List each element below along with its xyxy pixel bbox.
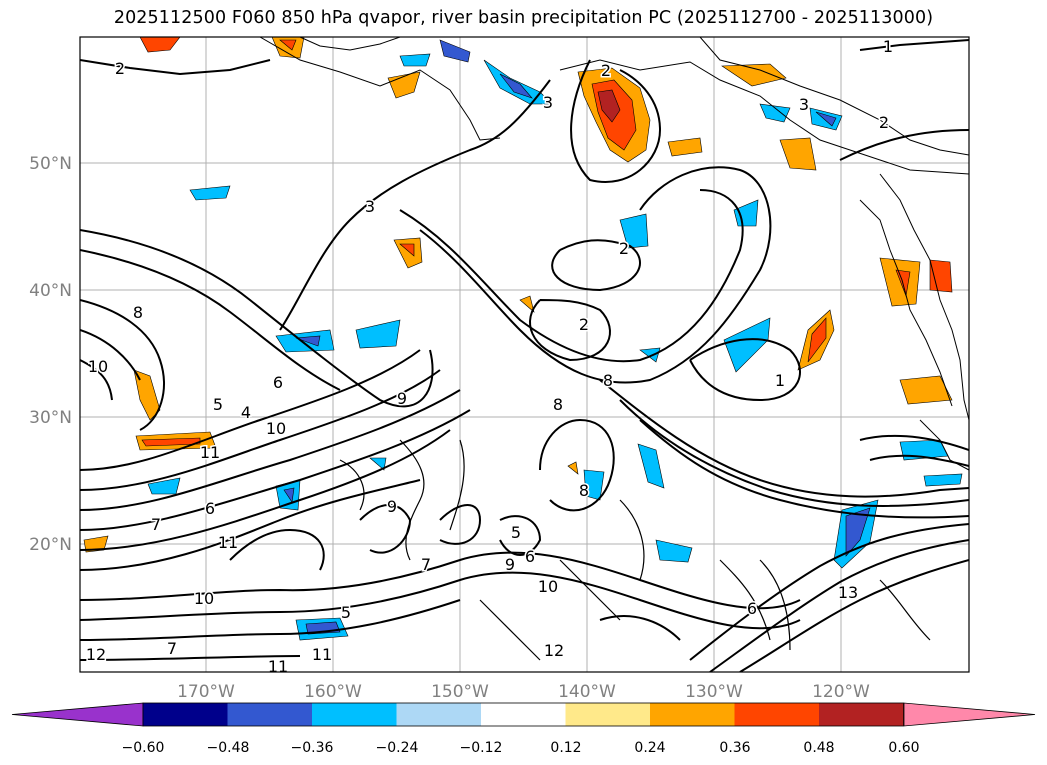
precip-positive-areas [83,37,953,553]
contour-label: 9 [505,555,515,574]
colorbar-segment [650,703,735,726]
colorbar-ticks: −0.60 −0.48 −0.36 −0.24 −0.12 0.12 0.24 … [122,740,920,756]
contour-label: 9 [397,389,407,408]
contour-label: 11 [218,533,238,552]
colorbar [11,702,1036,727]
lat-tick-label: 40°N [29,281,72,301]
colorbar-segment [396,703,482,726]
contour-label: 11 [268,657,288,676]
contour-label: 8 [133,303,143,322]
contour-label: 11 [312,645,332,664]
contour-label: 6 [273,373,283,392]
contour-label: 12 [544,641,564,660]
colorbar-segment [143,703,228,726]
lat-tick-label: 20°N [29,535,72,555]
colorbar-segment [819,703,904,726]
contour-label: 3 [365,197,375,216]
contour-label: 2 [601,61,611,80]
colorbar-extend-min [11,702,144,727]
coastlines [259,37,969,471]
lat-tick-label: 50°N [29,154,72,174]
lon-tick-label: 160°W [304,682,362,702]
contour-label: 5 [341,603,351,622]
contour-label: 10 [88,357,108,376]
lat-axis: 50°N 40°N 30°N 20°N [29,154,72,555]
qvapor-contours-thin [339,439,931,661]
colorbar-tick-label: 0.60 [888,740,919,756]
contour-label: 13 [838,583,858,602]
map-title: 2025112500 F060 850 hPa qvapor, river ba… [113,8,934,28]
colorbar-extend-max [903,702,1036,727]
colorbar-frame [142,702,904,727]
colorbar-tick-label: 0.48 [803,740,834,756]
contour-label: 2 [619,239,629,258]
contour-label: 10 [538,577,558,596]
colorbar-segment [312,703,397,726]
map-frame [79,36,970,673]
contour-label: 6 [205,499,215,518]
lon-tick-label: 130°W [685,682,743,702]
contour-label: 2 [579,315,589,334]
contour-label: 1 [775,371,785,390]
colorbar-segment [481,703,566,726]
colorbar-tick-label: 0.12 [550,740,581,756]
qvapor-contours [80,39,969,672]
colorbar-segment [734,703,820,726]
lon-tick-label: 170°W [177,682,235,702]
graticule [80,37,969,672]
contour-label: 10 [194,589,214,608]
contour-label: 1 [883,37,893,56]
contour-label: 5 [213,395,223,414]
contour-label: 3 [799,95,809,114]
contour-label: 2 [879,113,889,132]
contour-label: 5 [511,523,521,542]
contour-label: 7 [151,515,161,534]
contour-label: 7 [421,555,431,574]
contour-label: 11 [200,443,220,462]
contour-label: 8 [553,395,563,414]
contour-label: 7 [167,639,177,658]
colorbar-tick-label: 0.24 [634,740,665,756]
contour-label: 6 [525,547,535,566]
contour-label: 3 [543,93,553,112]
lon-tick-label: 120°W [812,682,870,702]
contour-label: 2 [115,59,125,78]
lon-tick-label: 140°W [558,682,616,702]
contour-label: 8 [579,481,589,500]
contour-label: 12 [86,645,106,664]
lon-tick-label: 150°W [431,682,489,702]
colorbar-tick-label: 0.36 [719,740,750,756]
colorbar-tick-label: −0.12 [460,740,503,756]
colorbar-tick-label: −0.36 [291,740,334,756]
colorbar-tick-label: −0.24 [376,740,419,756]
lon-axis: 170°W 160°W 150°W 140°W 130°W 120°W [177,682,870,702]
colorbar-segment [227,703,313,726]
contour-label: 8 [603,371,613,390]
contour-label: 10 [266,419,286,438]
colorbar-segment [565,703,651,726]
contour-label: 9 [387,497,397,516]
lat-tick-label: 30°N [29,408,72,428]
contour-label: 4 [241,403,251,422]
contour-label: 6 [747,599,757,618]
colorbar-tick-label: −0.48 [207,740,250,756]
colorbar-tick-label: −0.60 [122,740,165,756]
precip-negative-areas [147,39,963,641]
